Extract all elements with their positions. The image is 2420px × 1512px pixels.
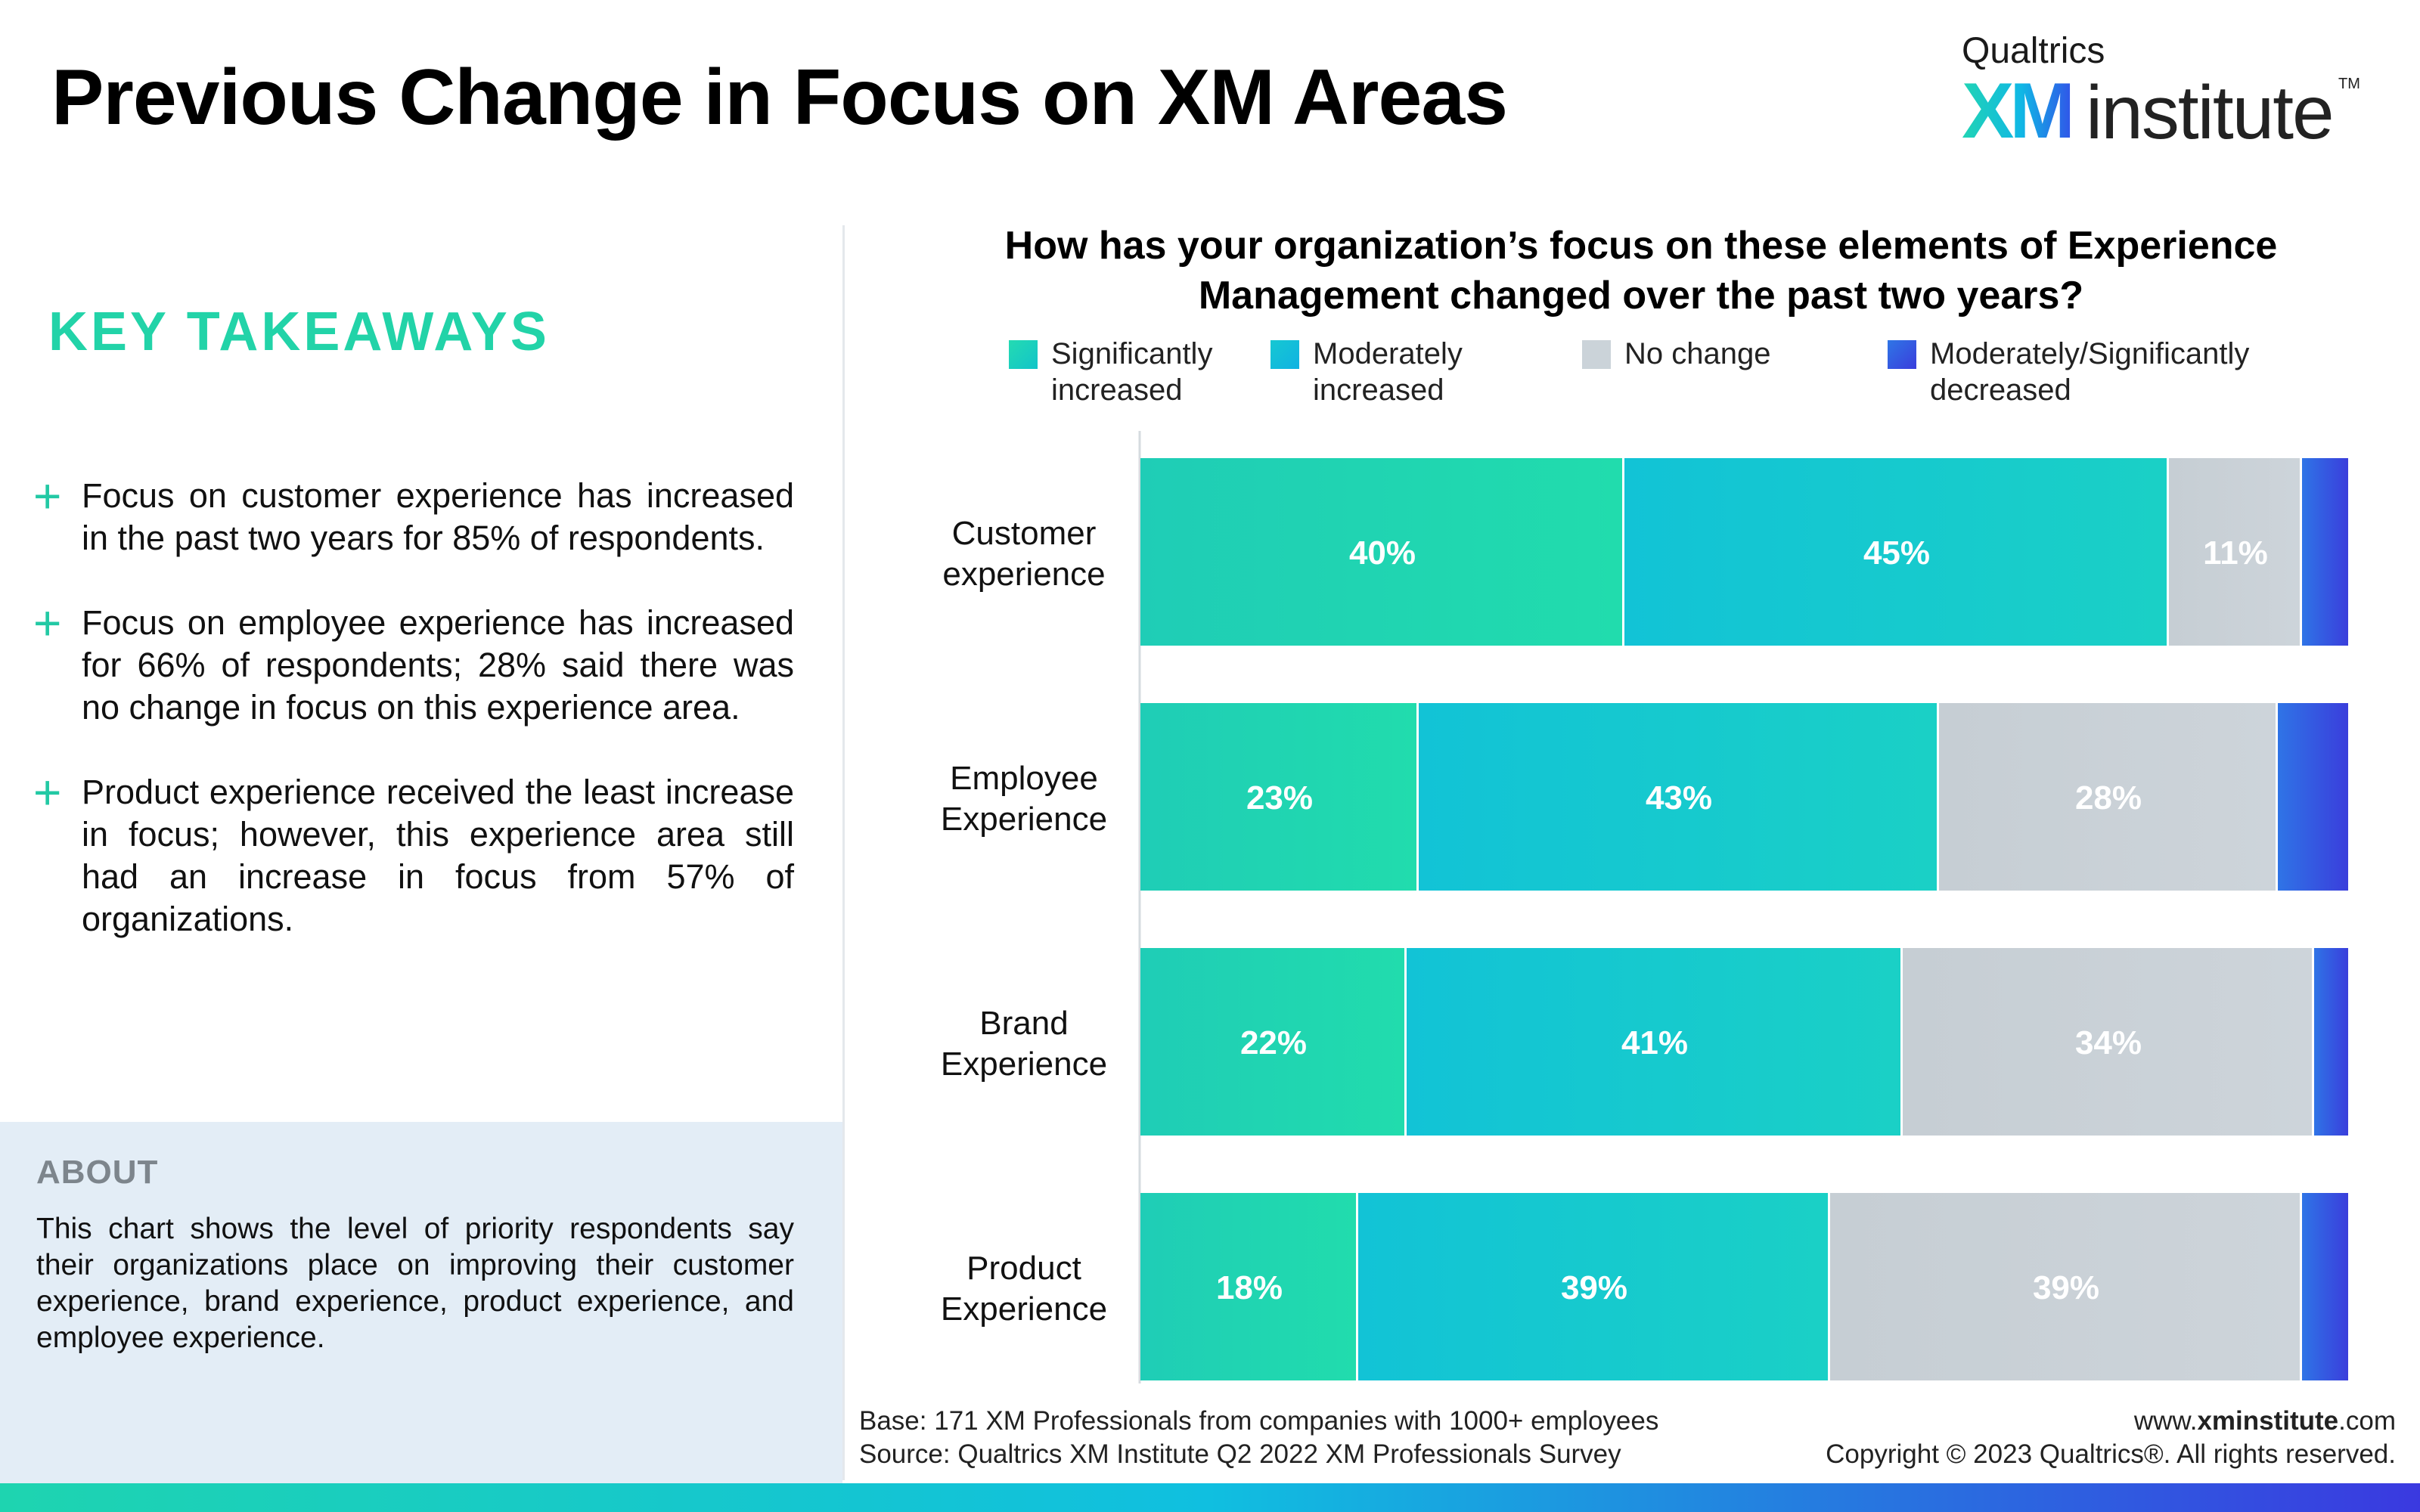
plus-icon: + — [33, 469, 62, 523]
legend-label: Significantly increased — [1051, 337, 1213, 407]
category-label: Product Experience — [941, 1250, 1107, 1328]
bar-segment — [1407, 948, 1900, 1136]
bar-segment — [1140, 458, 1622, 646]
base-note: Base: 171 XM Professionals from companie… — [859, 1406, 1659, 1436]
data-label: 28% — [2075, 779, 2142, 816]
takeaways-list: + Focus on customer experience has incre… — [33, 469, 794, 983]
bottom-gradient-band — [0, 1483, 2420, 1512]
website-link[interactable]: www.xminstitute.com — [1826, 1405, 2396, 1438]
data-label: 43% — [1646, 779, 1712, 816]
data-label: 40% — [1349, 534, 1416, 572]
bar-segment — [1140, 1193, 1356, 1380]
key-takeaways-title: KEY TAKEAWAYS — [48, 302, 550, 362]
takeaway-text: Focus on customer experience has increas… — [82, 476, 794, 557]
legend-label: Moderately increased — [1313, 337, 1463, 407]
bar-segment — [1624, 458, 2167, 646]
vertical-divider — [842, 225, 845, 1480]
category-label: Customer experience — [942, 515, 1105, 593]
stacked-bar-chart: Customer experience 40% 45% 11% Employee Exper… — [941, 431, 2348, 1383]
chart-title: How has your organization’s focus on the… — [1004, 224, 2278, 318]
legend-swatch — [1009, 340, 1038, 369]
data-label: 18% — [1216, 1269, 1283, 1306]
bar-segment — [2278, 703, 2348, 891]
data-label: 22% — [1240, 1024, 1307, 1061]
data-label: 34% — [2075, 1024, 2142, 1061]
takeaway-item: + Product experience received the least … — [33, 765, 794, 940]
page-title: Previous Change in Focus on XM Areas — [51, 54, 1508, 141]
copyright-note: Copyright © 2023 Qualtrics®. All rights … — [1826, 1439, 2396, 1469]
data-label: 39% — [1561, 1269, 1627, 1306]
legend-item-decreased: Moderately/Significantly decreased — [1888, 336, 2311, 408]
legend-label: No change — [1624, 337, 1771, 370]
xm-institute-logo: Qualtrics XM institute TM — [1951, 30, 2375, 155]
takeaway-item: + Focus on customer experience has incre… — [33, 469, 794, 559]
logo-trademark: TM — [2338, 76, 2360, 92]
bar-segment — [2169, 458, 2300, 646]
bar-segment — [2302, 458, 2348, 646]
plus-icon: + — [33, 765, 62, 820]
source-note: Source: Qualtrics XM Institute Q2 2022 X… — [859, 1439, 1621, 1469]
bar-segment — [1419, 703, 1937, 891]
url-suffix: .com — [2338, 1406, 2396, 1436]
legend-swatch — [1582, 340, 1611, 369]
takeaway-text: Focus on employee experience has increas… — [82, 603, 794, 727]
bar-segment — [1830, 1193, 2300, 1380]
logo-xm-text: XM — [1962, 67, 2075, 155]
bar-segment — [1939, 703, 2276, 891]
data-label: 11% — [2203, 534, 2268, 572]
legend-item-significantly-increased: Significantly increased — [1009, 336, 1236, 408]
data-label: 45% — [1863, 534, 1930, 572]
url-prefix: www. — [2133, 1406, 2198, 1436]
footnote-right: www.xminstitute.com Copyright © 2023 Qua… — [1826, 1405, 2396, 1471]
bar-segment — [1140, 948, 1404, 1136]
takeaway-text: Product experience received the least in… — [82, 773, 794, 938]
legend-item-moderately-increased: Moderately increased — [1270, 336, 1490, 408]
url-bold: xminstitute — [2197, 1406, 2339, 1436]
data-label: 23% — [1246, 779, 1313, 816]
data-label: 41% — [1621, 1024, 1688, 1061]
about-title: ABOUT — [36, 1154, 159, 1191]
about-text: This chart shows the level of priority r… — [36, 1213, 794, 1354]
footnote-left: Base: 171 XM Professionals from companie… — [859, 1405, 1658, 1471]
logo-institute-text: institute — [2086, 70, 2335, 155]
bar-segment — [1140, 703, 1416, 891]
bar-segment — [2314, 948, 2348, 1136]
legend-label: Moderately/Significantly decreased — [1930, 337, 2250, 407]
legend-item-no-change: No change — [1582, 336, 1809, 372]
legend-swatch — [1888, 340, 1916, 369]
plus-icon: + — [33, 596, 62, 650]
data-label: 39% — [2033, 1269, 2099, 1306]
bar-segment — [2302, 1193, 2348, 1380]
about-panel: ABOUT This chart shows the level of prio… — [0, 1122, 842, 1483]
bar-segment — [1903, 948, 2312, 1136]
logo-qualtrics-text: Qualtrics — [1962, 31, 2105, 71]
legend-swatch — [1270, 340, 1299, 369]
category-label: Employee Experience — [941, 760, 1107, 838]
category-label: Brand Experience — [941, 1005, 1107, 1083]
takeaway-item: + Focus on employee experience has incre… — [33, 596, 794, 729]
bar-segment — [1358, 1193, 1828, 1380]
